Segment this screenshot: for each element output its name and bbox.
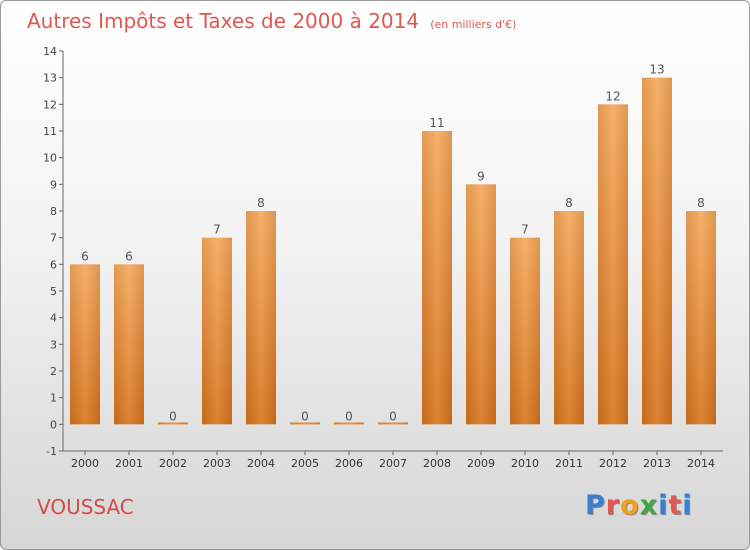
data-label: 0 (301, 409, 309, 423)
data-label: 0 (345, 409, 353, 423)
logo-letter: i (658, 490, 669, 521)
x-tick-label: 2013 (643, 457, 671, 470)
bar-shade (202, 237, 232, 425)
x-tick-label: 2012 (599, 457, 627, 470)
y-tick-label: 1 (50, 392, 57, 405)
commune-name: VOUSSAC (37, 495, 134, 519)
data-label: 11 (429, 116, 444, 130)
x-tick-label: 2003 (203, 457, 231, 470)
y-tick-label: 0 (50, 418, 57, 431)
x-tick-label: 2000 (71, 457, 99, 470)
y-tick-label: -1 (46, 445, 57, 458)
data-label: 0 (169, 409, 177, 423)
bar-shade (642, 77, 672, 425)
data-label: 6 (81, 249, 89, 263)
x-tick-label: 2004 (247, 457, 275, 470)
x-tick-label: 2014 (687, 457, 715, 470)
x-tick-label: 2002 (159, 457, 187, 470)
y-tick-label: 6 (50, 258, 57, 271)
data-label: 6 (125, 249, 133, 263)
data-label: 8 (257, 196, 265, 210)
bar-shade (246, 211, 276, 425)
bar-shade (598, 104, 628, 425)
y-tick-label: 7 (50, 232, 57, 245)
bar-shade (554, 211, 584, 425)
y-tick-label: 8 (50, 205, 57, 218)
bar-shade (510, 237, 540, 425)
y-tick-label: 13 (43, 72, 57, 85)
data-label: 0 (389, 409, 397, 423)
chart-title: Autres Impôts et Taxes de 2000 à 2014 (27, 9, 420, 33)
bar-shade (686, 211, 716, 425)
x-tick-label: 2007 (379, 457, 407, 470)
logo-letter: o (620, 490, 640, 521)
chart-unit: (en milliers d'€) (430, 18, 517, 31)
x-tick-label: 2006 (335, 457, 363, 470)
data-label: 13 (649, 63, 664, 77)
data-label: 7 (213, 223, 221, 237)
bar-shade (114, 264, 144, 425)
data-label: 8 (697, 196, 705, 210)
logo-letter: x (639, 490, 659, 521)
data-label: 12 (605, 89, 620, 103)
y-tick-label: 5 (50, 285, 57, 298)
y-tick-label: 10 (43, 152, 57, 165)
proxiti-logo[interactable]: Proxiti (585, 490, 693, 521)
y-tick-label: 12 (43, 98, 57, 111)
bar-shade (334, 422, 364, 425)
x-tick-label: 2011 (555, 457, 583, 470)
data-label: 7 (521, 223, 529, 237)
x-tick-label: 2001 (115, 457, 143, 470)
bar-shade (466, 184, 496, 425)
x-tick-label: 2010 (511, 457, 539, 470)
x-tick-label: 2009 (467, 457, 495, 470)
bar-shade (378, 422, 408, 425)
y-tick-label: 9 (50, 178, 57, 191)
logo-letter: r (605, 490, 621, 521)
x-tick-label: 2005 (291, 457, 319, 470)
x-tick-label: 2008 (423, 457, 451, 470)
y-tick-label: 3 (50, 338, 57, 351)
chart-header: Autres Impôts et Taxes de 2000 à 2014 (e… (27, 9, 516, 33)
logo-letter: t (668, 490, 683, 521)
y-tick-label: 14 (43, 45, 57, 58)
logo-letter: i (682, 490, 693, 521)
data-label: 9 (477, 169, 485, 183)
bar-shade (422, 131, 452, 425)
data-label: 8 (565, 196, 573, 210)
y-tick-label: 11 (43, 125, 57, 138)
bar-shade (158, 422, 188, 425)
bar-shade (290, 422, 320, 425)
y-tick-label: 2 (50, 365, 57, 378)
y-tick-label: 4 (50, 312, 57, 325)
bar-shade (70, 264, 100, 425)
logo-letter: P (585, 490, 606, 521)
